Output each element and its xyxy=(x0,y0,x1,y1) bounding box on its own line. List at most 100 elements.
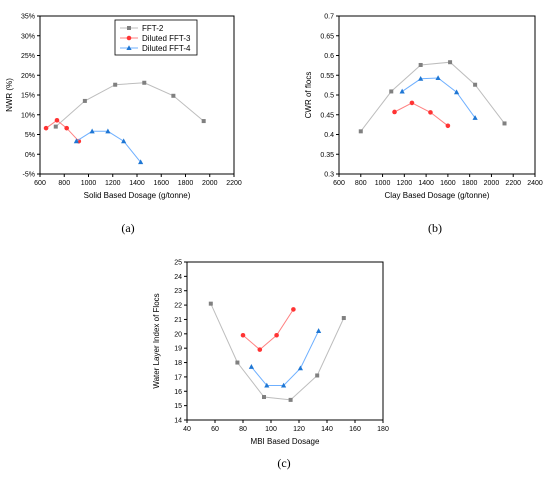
legend-marker xyxy=(127,26,131,30)
x-tick-label: 2200 xyxy=(505,180,521,187)
y-tick-label: 25% xyxy=(21,53,35,60)
data-point xyxy=(201,119,206,124)
legend-label: Diluted FFT-4 xyxy=(142,44,191,53)
data-point xyxy=(54,117,60,123)
x-tick-label: 140 xyxy=(321,426,333,433)
x-tick-label: 1800 xyxy=(178,180,194,187)
series-line xyxy=(242,309,294,351)
y-tick-label: 18 xyxy=(174,360,182,367)
data-point xyxy=(240,332,246,338)
data-point xyxy=(389,89,394,94)
chart-panel-1: 600 800 1000 1200 1400 1600 1800 2000 2200 -5% 0% 5… xyxy=(5,14,242,236)
y-tick-label: 0.6 xyxy=(324,53,334,60)
series-line xyxy=(45,119,80,142)
data-point xyxy=(454,89,460,95)
y-tick-label: 24 xyxy=(174,274,182,281)
data-point xyxy=(142,80,147,85)
data-point xyxy=(89,128,95,134)
y-tick-label: 0.3 xyxy=(324,172,334,179)
data-point xyxy=(315,373,320,378)
plot-frame xyxy=(186,261,384,421)
y-tick-label: 0.45 xyxy=(320,112,334,119)
data-point xyxy=(435,75,441,81)
series-line xyxy=(394,102,449,127)
data-point xyxy=(64,125,69,131)
data-point xyxy=(73,138,79,144)
y-tick-label: 30% xyxy=(21,33,35,40)
data-point xyxy=(358,129,363,134)
series-line xyxy=(210,303,345,401)
x-tick-label: 1800 xyxy=(462,180,478,187)
data-point xyxy=(274,332,279,338)
data-point xyxy=(409,100,415,106)
y-tick-label: 20% xyxy=(21,73,35,80)
data-point xyxy=(105,128,111,134)
y-tick-label: 22 xyxy=(174,303,182,310)
y-tick-label: 19 xyxy=(174,346,182,353)
x-axis-label: MBI Based Dosage xyxy=(251,437,320,446)
data-point xyxy=(171,93,176,98)
y-tick-label: 0.7 xyxy=(324,14,334,21)
y-tick-label: 15% xyxy=(21,93,35,100)
y-axis-label: NWR (%) xyxy=(5,78,14,112)
x-tick-label: 160 xyxy=(349,426,361,433)
panel-caption: (c) xyxy=(277,456,290,470)
y-tick-label: 0.4 xyxy=(324,132,334,139)
y-tick-label: 0.55 xyxy=(320,73,334,80)
x-tick-label: 1200 xyxy=(397,180,413,187)
data-point xyxy=(472,115,478,120)
data-point xyxy=(264,382,270,388)
x-axis-label: Clay Based Dosage (g/tonne) xyxy=(385,191,490,200)
x-tick-label: 80 xyxy=(239,426,247,433)
x-tick-label: 2400 xyxy=(527,180,543,187)
data-point xyxy=(316,328,322,333)
y-tick-label: 20 xyxy=(174,331,182,338)
data-point xyxy=(82,98,87,103)
legend-marker xyxy=(126,35,132,41)
x-tick-label: 600 xyxy=(34,180,46,187)
data-point xyxy=(257,347,263,352)
data-point xyxy=(262,395,266,400)
legend-marker xyxy=(126,45,132,50)
data-point xyxy=(473,82,478,87)
x-tick-label: 1400 xyxy=(129,180,145,187)
x-tick-label: 2000 xyxy=(484,180,500,187)
panel-caption: (b) xyxy=(428,221,442,235)
data-point xyxy=(502,121,507,126)
y-tick-label: 25 xyxy=(174,260,182,267)
y-tick-label: 10% xyxy=(21,112,35,119)
y-tick-label: 16 xyxy=(174,389,182,396)
y-tick-label: 0% xyxy=(25,152,35,159)
plot-frame xyxy=(338,15,536,175)
y-tick-label: 23 xyxy=(174,288,182,295)
y-tick-label: 21 xyxy=(174,317,182,324)
data-point xyxy=(288,397,293,402)
y-tick-label: 14 xyxy=(174,418,182,425)
data-point xyxy=(392,109,397,115)
series-line xyxy=(360,61,505,132)
x-tick-label: 1200 xyxy=(105,180,121,187)
y-axis-label: CWR of flocs xyxy=(304,72,313,119)
data-point xyxy=(208,301,213,306)
x-tick-label: 1000 xyxy=(375,180,391,187)
series-line xyxy=(55,82,205,127)
y-tick-label: -5% xyxy=(23,172,35,179)
data-point xyxy=(113,82,118,87)
series-line xyxy=(401,77,476,119)
data-point xyxy=(138,159,144,165)
y-tick-label: 5% xyxy=(25,132,35,139)
data-point xyxy=(248,364,254,369)
x-tick-label: 60 xyxy=(211,426,219,433)
data-point xyxy=(53,124,58,129)
data-point xyxy=(291,307,296,312)
x-tick-label: 40 xyxy=(183,426,191,433)
chart-panel-2: 600 800 1000 1200 1400 1600 1800 2000 2200 2400 0.… xyxy=(304,14,543,236)
series-line xyxy=(251,330,320,386)
y-tick-label: 0.5 xyxy=(324,93,334,100)
x-tick-label: 1400 xyxy=(418,180,434,187)
y-axis-label: Water Layer Index of Flocs xyxy=(152,293,161,388)
data-point xyxy=(448,60,453,65)
series-line xyxy=(76,130,141,163)
y-tick-label: 0.65 xyxy=(320,33,334,40)
